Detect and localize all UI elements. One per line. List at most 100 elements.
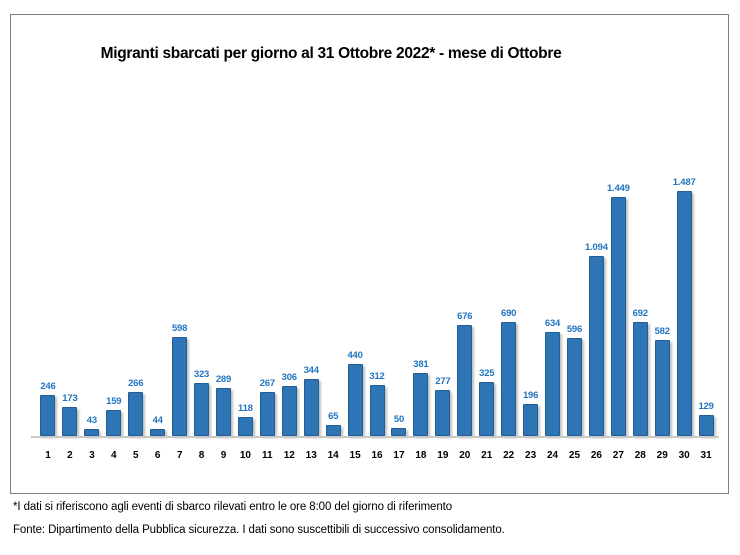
bar xyxy=(303,379,319,436)
bar xyxy=(479,382,495,436)
bar-column: 323 xyxy=(191,369,213,436)
bar-value-label: 325 xyxy=(479,368,495,379)
x-axis-label: 22 xyxy=(503,450,515,461)
x-axis-label: 7 xyxy=(176,450,183,461)
x-axis-label: 13 xyxy=(305,450,317,461)
bar xyxy=(413,373,429,436)
bar-column: 129 xyxy=(695,401,717,436)
x-axis-label: 29 xyxy=(656,450,668,461)
bar-value-label: 173 xyxy=(62,393,78,404)
bar xyxy=(369,385,385,436)
bar xyxy=(325,425,341,436)
x-axis-label: 24 xyxy=(546,450,559,461)
bar xyxy=(545,332,561,436)
bar xyxy=(106,410,122,436)
bar xyxy=(40,395,56,436)
bar xyxy=(172,337,188,436)
bar-value-label: 690 xyxy=(501,308,517,319)
bar-column: 676 xyxy=(454,311,476,436)
x-axis-label: 15 xyxy=(349,450,361,461)
bar-value-label: 596 xyxy=(566,324,583,335)
bar-value-label: 118 xyxy=(238,403,253,414)
bar-column: 312 xyxy=(366,371,388,436)
bar-value-label: 43 xyxy=(86,415,97,426)
bar-value-label: 1.449 xyxy=(606,183,630,194)
x-axis-label: 26 xyxy=(590,450,602,461)
x-axis-label: 6 xyxy=(154,450,161,461)
bar xyxy=(676,191,692,436)
bar-value-label: 381 xyxy=(413,359,429,370)
x-axis-label: 3 xyxy=(89,450,95,461)
bar xyxy=(128,392,144,436)
bar xyxy=(566,338,582,436)
bar xyxy=(237,417,253,436)
x-axis-label: 17 xyxy=(393,450,405,461)
bar-column: 266 xyxy=(125,378,147,436)
bar-column: 325 xyxy=(476,368,498,436)
bar-column: 267 xyxy=(256,378,278,436)
bar-value-label: 1.487 xyxy=(672,177,696,188)
bar xyxy=(610,197,626,436)
x-axis-label: 23 xyxy=(525,450,537,461)
bar-column: 440 xyxy=(344,350,366,436)
bar-column: 306 xyxy=(278,372,300,436)
bar-value-label: 44 xyxy=(152,415,163,426)
bar-value-label: 344 xyxy=(303,365,319,376)
bar xyxy=(281,386,297,436)
chart-title: Migranti sbarcati per giorno al 31 Ottob… xyxy=(100,45,562,62)
bar xyxy=(632,322,648,436)
x-axis-label: 10 xyxy=(239,450,251,461)
x-axis-label: 21 xyxy=(481,450,493,461)
x-axis-label: 30 xyxy=(678,450,690,461)
bar-plot: 246 173 43 159 266 44 598 323 289 118 267 306 344 65 4… xyxy=(37,177,717,436)
x-axis-label: 8 xyxy=(198,450,205,461)
bar-column: 1.449 xyxy=(606,183,630,436)
x-axis-label: 27 xyxy=(612,450,624,461)
bar xyxy=(347,364,363,436)
bar-column: 246 xyxy=(37,381,59,436)
x-axis-label: 20 xyxy=(459,450,471,461)
bar-column: 173 xyxy=(59,393,81,436)
bar xyxy=(435,390,451,436)
bar-column: 1.487 xyxy=(672,177,696,436)
bar xyxy=(588,256,604,436)
bar-column: 596 xyxy=(564,324,586,436)
bar-value-label: 277 xyxy=(435,376,451,387)
bar-value-label: 267 xyxy=(259,378,275,389)
chart-container: Migranti sbarcati per giorno al 31 Ottob… xyxy=(10,14,729,494)
bar xyxy=(215,388,231,436)
bar-value-label: 676 xyxy=(457,311,473,322)
bar xyxy=(457,325,473,436)
bar-value-label: 266 xyxy=(128,378,144,389)
bar-column: 277 xyxy=(432,376,454,436)
bar-value-label: 159 xyxy=(106,396,122,407)
bar-column: 159 xyxy=(103,396,125,436)
bar-value-label: 306 xyxy=(281,372,297,383)
bar xyxy=(259,392,275,436)
x-axis-label: 14 xyxy=(327,450,339,461)
x-axis-label: 9 xyxy=(220,450,227,461)
x-axis-labels: 1 2 3 4 5 6 7 8 9 10 11 12 13 14 15 16 17 18 19 20 21 22 23 24 2… xyxy=(37,450,717,461)
bar-value-label: 312 xyxy=(369,371,385,382)
bar xyxy=(194,383,210,436)
x-axis-label: 11 xyxy=(262,450,273,461)
bar-value-label: 323 xyxy=(193,369,210,380)
bar-value-label: 692 xyxy=(632,308,648,319)
bar-value-label: 634 xyxy=(544,318,561,329)
bar-value-label: 582 xyxy=(654,326,670,337)
bar xyxy=(654,340,670,436)
x-axis-label: 16 xyxy=(371,450,383,461)
bar-column: 196 xyxy=(520,390,542,436)
x-axis-label: 25 xyxy=(568,450,581,461)
bar-column: 1.094 xyxy=(585,242,608,436)
bar-column: 289 xyxy=(213,374,235,436)
x-axis-label: 5 xyxy=(132,450,139,461)
bar xyxy=(62,407,78,436)
bar-value-label: 65 xyxy=(328,411,339,422)
x-axis-label: 31 xyxy=(700,450,712,461)
x-axis-label: 18 xyxy=(415,450,427,461)
bar-column: 50 xyxy=(388,414,410,436)
bar xyxy=(698,415,714,436)
x-axis-label: 19 xyxy=(437,450,449,461)
